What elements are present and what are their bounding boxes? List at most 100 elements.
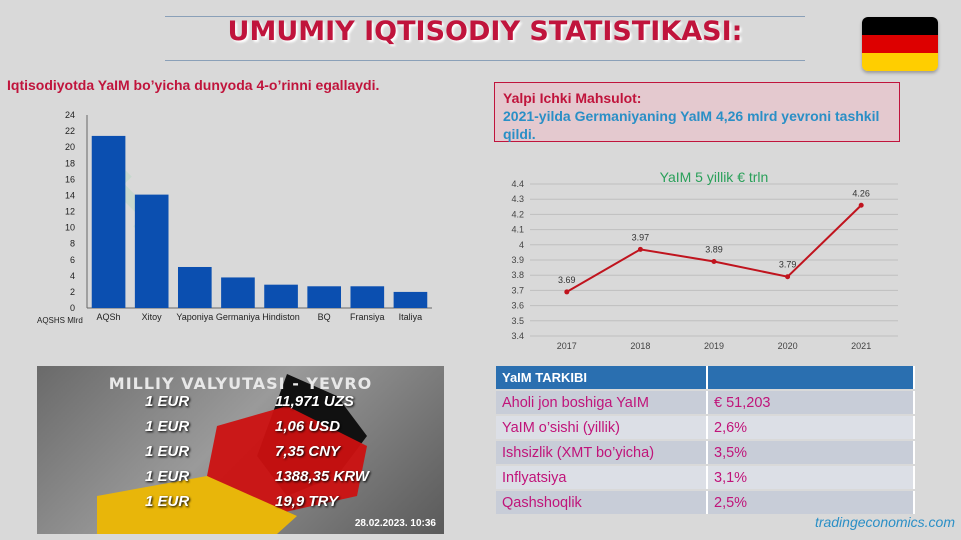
currency-from: 1 EUR	[145, 443, 190, 460]
bar-y-tick-label: 10	[65, 223, 75, 233]
gdp-line-chart: 3.4 3.5 3.6 3.7 3.8 3.9 4 4.1 4.2 4.3 4.4 3.69 2017 3…	[511, 169, 898, 351]
currency-to: 7,35 CNY	[275, 443, 341, 460]
line-y-tick-label: 4.3	[511, 194, 524, 204]
bar-y-tick-label: 20	[65, 142, 75, 152]
currency-from: 1 EUR	[145, 418, 190, 435]
line-y-tick-label: 4	[519, 240, 524, 250]
table-row: Ishsizlik (XMT bo’yicha) 3,5%	[496, 441, 915, 464]
bar-y-tick-label: 6	[70, 255, 75, 265]
bar-x-tick-label: AQSh	[97, 312, 121, 322]
line-chart-title: YaIM 5 yillik € trln	[660, 169, 769, 185]
currency-panel: MILLIY VALYUTASI - YEVRO 1 EUR 11,971 UZS…	[37, 366, 444, 534]
table-value-cell: 3,5%	[708, 441, 915, 464]
table-value-cell: 2,6%	[708, 416, 915, 439]
currency-title: MILLIY VALYUTASI - YEVRO	[108, 374, 373, 393]
table-row: Inflyatsiya 3,1%	[496, 466, 915, 489]
bar-x-tick-label: Italiya	[399, 312, 423, 322]
line-y-tick-label: 3.9	[511, 255, 524, 265]
bar-x-tick-label: Germaniya	[216, 312, 260, 322]
currency-to: 1,06 USD	[275, 418, 341, 435]
line-y-tick-label: 4.2	[511, 209, 524, 219]
table-value-cell: 3,1%	[708, 466, 915, 489]
bar-germaniya	[221, 277, 255, 308]
page-title: UMUMIY IQTISODIY STATISTIKASI:	[227, 16, 743, 47]
bar-xitoy	[134, 194, 169, 308]
bar-italiya	[393, 291, 428, 308]
line-x-tick-label: 2018	[630, 341, 650, 351]
bar-bq	[307, 286, 342, 308]
line-point	[637, 246, 643, 252]
bar-x-tick-label: Xitoy	[142, 312, 163, 322]
line-data-label: 3.97	[632, 232, 650, 242]
line-y-tick-label: 3.5	[511, 316, 524, 326]
bar-x-tick-label: Hindiston	[262, 312, 300, 322]
bar-hindiston	[264, 284, 298, 308]
gdp-info-box: Yalpi Ichki Mahsulot: 2021-yilda Germani…	[494, 82, 900, 142]
line-x-tick-label: 2021	[851, 341, 871, 351]
bar-y-tick-label: 4	[70, 271, 75, 281]
bar-unit-label: AQSHS Mlrd	[37, 316, 83, 325]
bar-y-tick-label: 12	[65, 207, 75, 217]
gdp-structure-table: YaIM TARKIBI Aholi jon boshiga YaIM € 51,2…	[496, 364, 915, 516]
line-data-label: 3.89	[705, 245, 723, 255]
source-link[interactable]: tradingeconomics.com	[814, 514, 955, 530]
bar-x-tick-label: Yaponiya	[176, 312, 213, 322]
line-y-tick-label: 3.7	[511, 285, 524, 295]
currency-to: 11,971 UZS	[275, 393, 354, 410]
title-bottom-rule	[165, 60, 805, 61]
table-label-cell: Inflyatsiya	[496, 466, 708, 489]
line-x-tick-label: 2020	[778, 341, 798, 351]
germany-flag-icon	[862, 17, 938, 71]
bar-y-tick-label: 8	[70, 239, 75, 249]
table-header-cell: YaIM TARKIBI	[496, 366, 708, 389]
line-y-tick-label: 3.4	[511, 331, 524, 341]
line-y-tick-label: 3.8	[511, 270, 524, 280]
table-row: Aholi jon boshiga YaIM € 51,203	[496, 391, 915, 414]
line-y-tick-label: 4.4	[511, 179, 524, 189]
line-x-tick-label: 2017	[557, 341, 577, 351]
info-box-title: Yalpi Ichki Mahsulot:	[503, 90, 642, 106]
bar-y-tick-label: 18	[65, 158, 75, 168]
table-label-cell: Aholi jon boshiga YaIM	[496, 391, 708, 414]
bar-x-tick-label: Fransiya	[350, 312, 385, 322]
bar-y-tick-label: 0	[70, 303, 75, 313]
line-data-label: 3.69	[558, 275, 576, 285]
line-data-label: 4.26	[852, 188, 870, 198]
bar-y-tick-label: 14	[65, 190, 75, 200]
line-point	[564, 289, 570, 295]
table-label-cell: Qashshoqlik	[496, 491, 708, 514]
bar-y-tick-label: 22	[65, 126, 75, 136]
bar-y-tick-label: 2	[70, 287, 75, 297]
table-row: Qashshoqlik 2,5%	[496, 491, 915, 514]
line-point	[785, 274, 791, 280]
currency-from: 1 EUR	[145, 468, 190, 485]
table-label-cell: YaIM o’sishi (yillik)	[496, 416, 708, 439]
bar-aqsh	[91, 135, 126, 308]
currency-from: 1 EUR	[145, 493, 190, 510]
bar-fransiya	[350, 286, 385, 308]
bar-y-tick-label: 16	[65, 174, 75, 184]
currency-to: 19,9 TRY	[275, 493, 339, 510]
line-x-tick-label: 2019	[704, 341, 724, 351]
line-point	[711, 259, 717, 265]
bar-y-tick-label: 24	[65, 110, 75, 120]
table-header-cell	[708, 366, 915, 389]
currency-to: 1388,35 KRW	[275, 468, 369, 485]
flag-decoration	[97, 374, 367, 534]
title-top-rule	[165, 16, 805, 17]
currency-date: 28.02.2023. 10:36	[354, 518, 436, 529]
currency-from: 1 EUR	[145, 393, 190, 410]
table-header-row: YaIM TARKIBI	[496, 366, 915, 389]
line-point	[858, 202, 864, 208]
bar-yaponiya	[177, 266, 212, 308]
table-value-cell: € 51,203	[708, 391, 915, 414]
info-box-text: 2021-yilda Germaniyaning YaIM 4,26 mlrd …	[503, 108, 880, 142]
bar-x-tick-label: BQ	[318, 312, 331, 322]
table-value-cell: 2,5%	[708, 491, 915, 514]
line-y-tick-label: 4.1	[511, 225, 524, 235]
gdp-rank-heading: Iqtisodiyotda YaIM bo’yicha dunyoda 4-o’…	[7, 77, 380, 93]
line-y-tick-label: 3.6	[511, 301, 524, 311]
line-data-label: 3.79	[779, 260, 797, 270]
